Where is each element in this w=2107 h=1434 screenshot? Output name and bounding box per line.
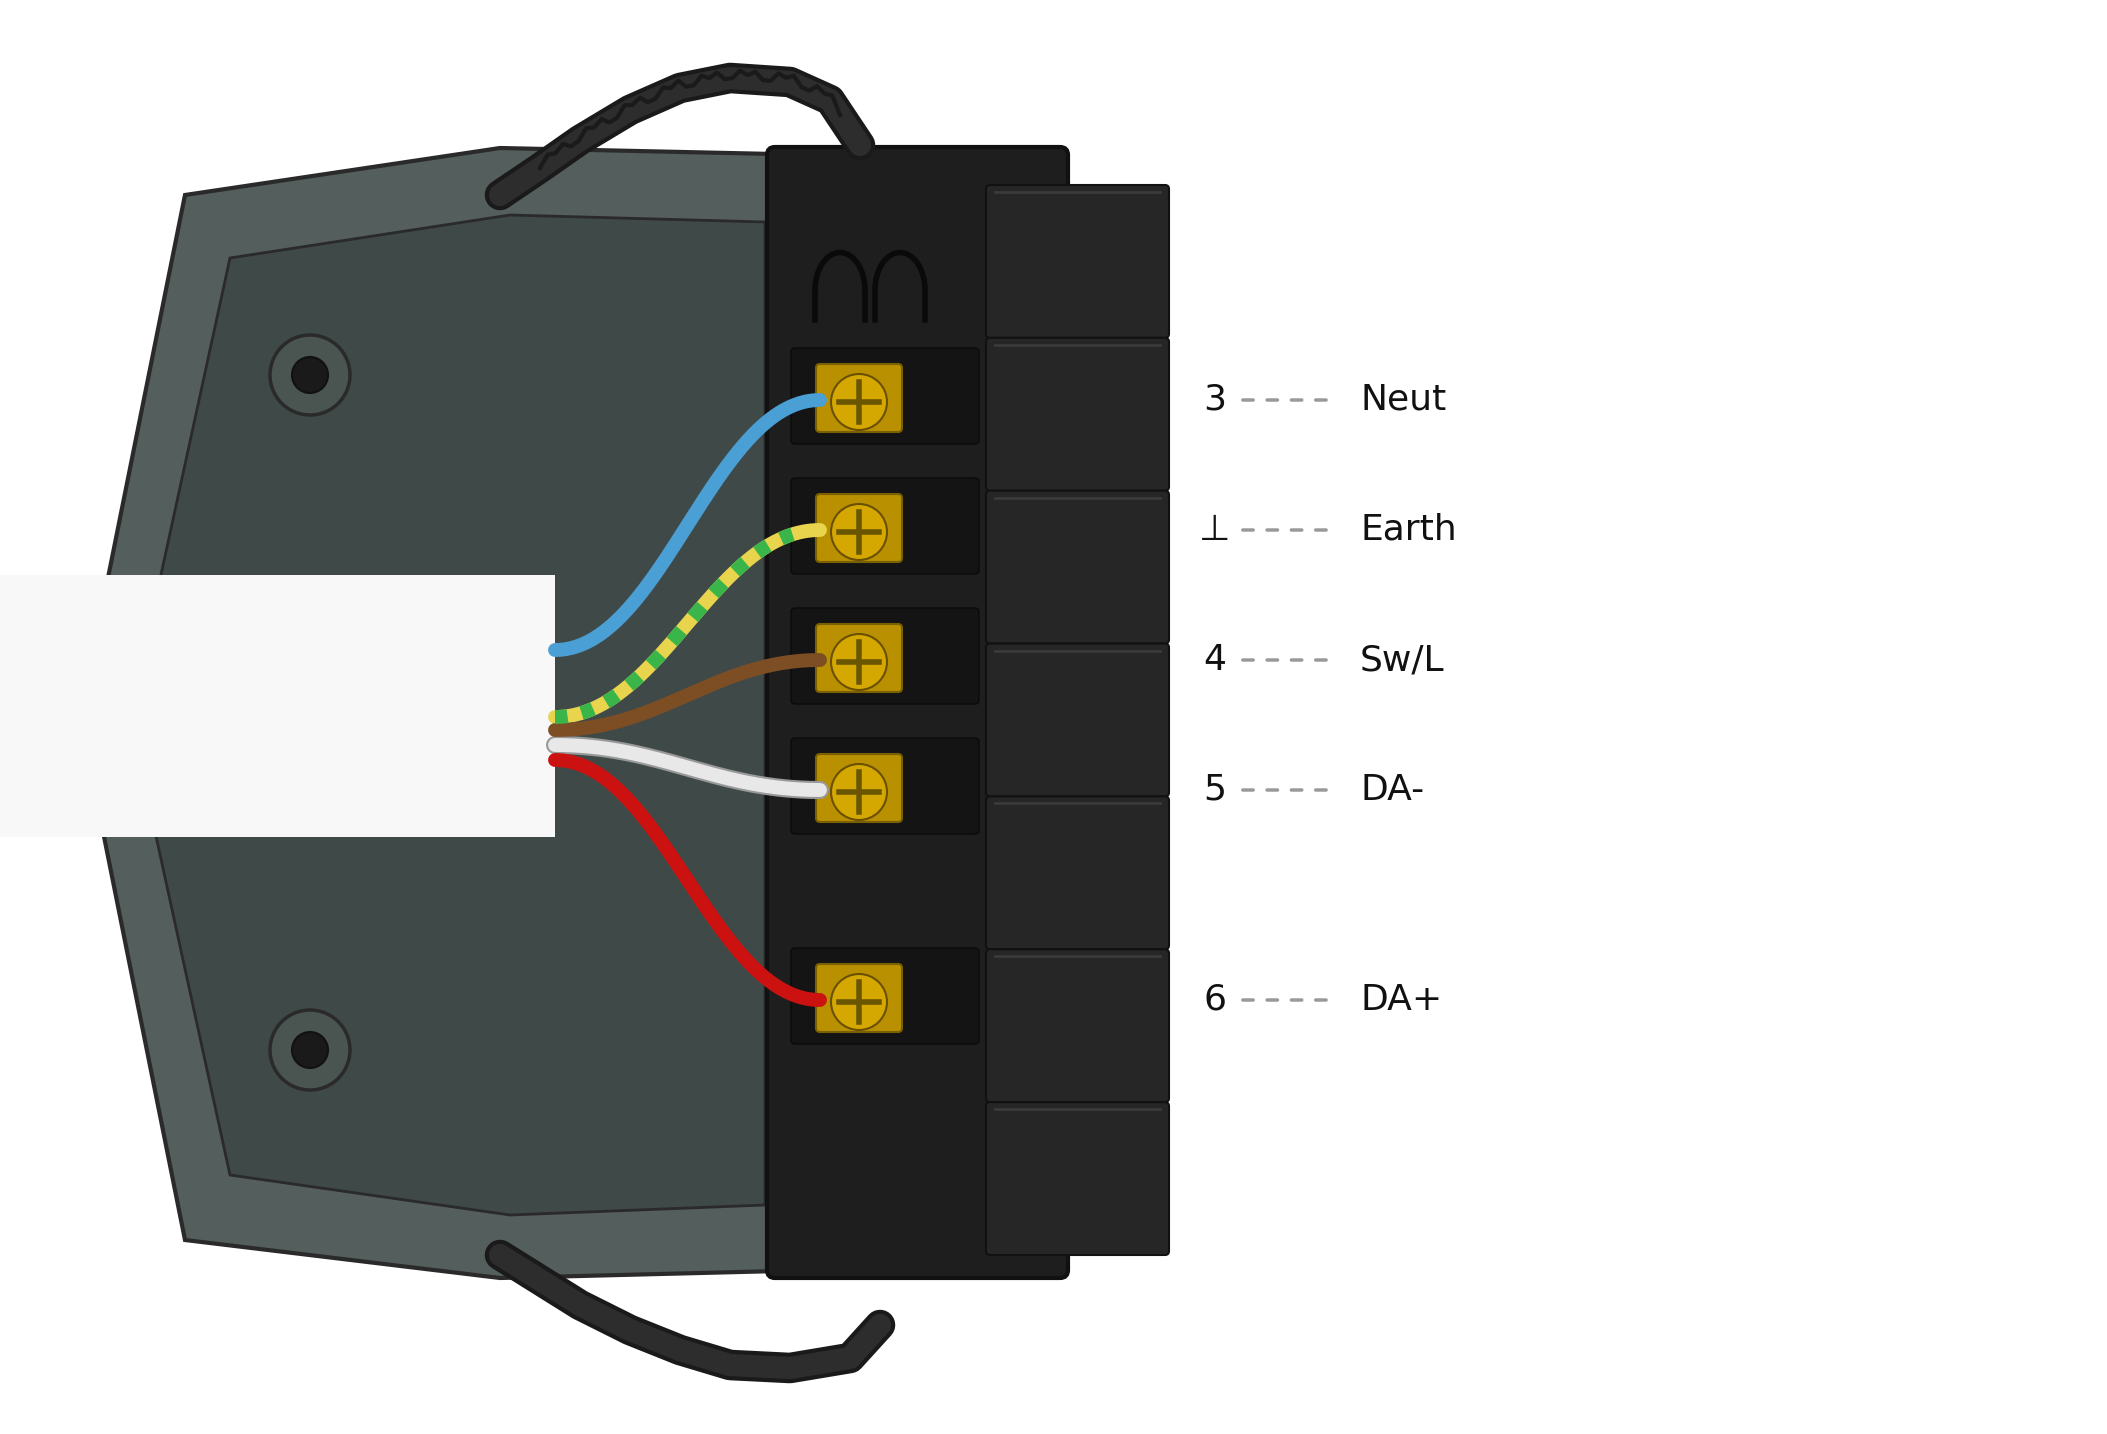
Polygon shape (80, 148, 820, 1278)
FancyBboxPatch shape (815, 493, 902, 562)
Text: ⊥: ⊥ (1199, 513, 1230, 546)
FancyBboxPatch shape (790, 948, 980, 1044)
FancyBboxPatch shape (790, 739, 980, 835)
FancyBboxPatch shape (767, 148, 1068, 1278)
Text: Sw/L: Sw/L (1359, 642, 1445, 677)
Circle shape (830, 374, 887, 430)
Polygon shape (131, 215, 765, 1215)
FancyBboxPatch shape (815, 624, 902, 693)
FancyBboxPatch shape (815, 964, 902, 1032)
Text: Earth: Earth (1359, 513, 1456, 546)
FancyBboxPatch shape (986, 1103, 1169, 1255)
FancyBboxPatch shape (790, 478, 980, 574)
Circle shape (830, 764, 887, 820)
Circle shape (293, 1032, 329, 1068)
FancyBboxPatch shape (986, 644, 1169, 796)
FancyBboxPatch shape (815, 364, 902, 432)
FancyBboxPatch shape (986, 338, 1169, 490)
FancyBboxPatch shape (790, 608, 980, 704)
FancyBboxPatch shape (790, 348, 980, 445)
Text: DA-: DA- (1359, 773, 1424, 807)
Text: 3: 3 (1203, 383, 1226, 417)
Circle shape (293, 357, 329, 393)
FancyBboxPatch shape (986, 796, 1169, 949)
Circle shape (270, 1010, 350, 1090)
Circle shape (830, 503, 887, 561)
Text: 5: 5 (1203, 773, 1226, 807)
Text: Neut: Neut (1359, 383, 1445, 417)
Text: 6: 6 (1203, 982, 1226, 1017)
Text: DA+: DA+ (1359, 982, 1443, 1017)
FancyBboxPatch shape (986, 949, 1169, 1103)
Text: 4: 4 (1203, 642, 1226, 677)
Circle shape (830, 634, 887, 690)
Bar (0, 575, 554, 837)
FancyBboxPatch shape (986, 490, 1169, 644)
FancyBboxPatch shape (986, 185, 1169, 338)
Circle shape (830, 974, 887, 1030)
FancyBboxPatch shape (815, 754, 902, 822)
Circle shape (270, 336, 350, 414)
